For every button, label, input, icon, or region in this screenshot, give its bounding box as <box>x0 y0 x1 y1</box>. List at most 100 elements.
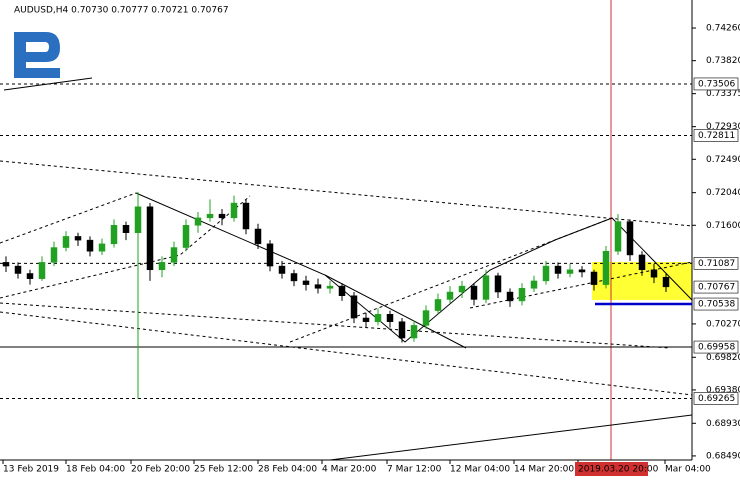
level-label-box <box>693 77 739 91</box>
candle-body <box>518 288 526 302</box>
trend-line <box>0 195 251 299</box>
candle-body <box>74 236 82 241</box>
candle-body <box>158 262 166 271</box>
x-tick-label: 13 Feb 2019 <box>3 465 59 475</box>
candle-body <box>542 265 550 282</box>
candle-body <box>362 317 370 322</box>
y-tick-label: 0.74260 <box>706 24 740 34</box>
candle-body <box>170 247 178 263</box>
candle-body <box>434 299 442 311</box>
candle-body <box>350 295 358 319</box>
candle-body <box>638 254 646 271</box>
logo <box>14 32 60 78</box>
candle-body <box>86 239 94 252</box>
trend-line <box>0 302 671 349</box>
level-label: 0.69265 <box>698 394 735 404</box>
candle-body <box>338 285 346 296</box>
candle-body <box>38 262 46 279</box>
level-label: 0.69958 <box>698 343 735 353</box>
candle-body <box>98 243 106 252</box>
level-label-box <box>693 257 739 270</box>
x-tick-label: 20 Feb 20:00 <box>131 465 190 475</box>
logo-bar <box>14 68 60 78</box>
candle-body <box>494 275 502 293</box>
candle-body <box>590 271 598 285</box>
trend-line <box>0 192 137 244</box>
candle-body <box>26 273 34 279</box>
x-label-box <box>575 462 648 476</box>
x-tick-label: 7 Mar 12:00 <box>387 465 442 475</box>
x-tick-label: Mar 04:00 <box>665 465 711 475</box>
candle-body <box>134 206 142 233</box>
candle-body <box>422 310 430 326</box>
candle-body <box>194 217 202 226</box>
y-tick-label: 0.72490 <box>706 155 740 165</box>
candle-body <box>50 247 58 263</box>
x-tick-label: 18 Feb 04:00 <box>66 465 125 475</box>
candle-body <box>326 285 334 289</box>
candle-body <box>506 291 514 302</box>
level-label-box <box>693 129 739 142</box>
candle-body <box>578 269 586 273</box>
candle-body <box>278 265 286 274</box>
y-tick-label: 0.73375 <box>706 89 740 99</box>
level-label: 0.70538 <box>698 300 735 310</box>
x-tick-label: 2019.03.20 20:00 <box>578 465 659 475</box>
price-label-box <box>693 280 739 294</box>
x-tick-label: 12 Mar 04:00 <box>450 465 510 475</box>
candle-body <box>242 202 250 230</box>
level-label: 0.72811 <box>698 131 735 141</box>
x-tick-label: 25 Feb 12:00 <box>194 465 253 475</box>
candle-body <box>314 284 322 289</box>
level-label: 0.71087 <box>698 259 735 269</box>
candle-body <box>266 243 274 267</box>
candle-body <box>302 280 310 285</box>
y-tick-label: 0.68490 <box>706 451 740 461</box>
candle-body <box>554 265 562 274</box>
candle-body <box>218 213 226 219</box>
trend-line <box>0 311 693 396</box>
candle-body <box>446 291 454 300</box>
candle-body <box>398 321 406 339</box>
candle-body <box>614 221 622 252</box>
candle-body <box>602 250 610 285</box>
trend-line <box>329 414 693 461</box>
candle-body <box>110 225 118 245</box>
current-price-label: 0.70767 <box>698 283 735 293</box>
candle-body <box>458 285 466 293</box>
candle-body <box>122 225 130 233</box>
candle-body <box>230 202 238 219</box>
level-label: 0.73506 <box>698 79 735 89</box>
level-label-box <box>693 392 739 405</box>
level-label-box <box>693 340 739 354</box>
y-tick-label: 0.71600 <box>706 221 740 231</box>
candle-body <box>62 236 70 248</box>
trend-line <box>0 160 693 227</box>
y-tick-label: 0.72930 <box>706 122 740 132</box>
trend-line <box>324 274 467 349</box>
candle-body <box>290 273 298 282</box>
candle-body <box>386 314 394 322</box>
candle-body <box>650 269 658 278</box>
x-tick-label: 28 Feb 04:00 <box>258 465 317 475</box>
candle-body <box>374 314 382 322</box>
x-tick-label: 4 Mar 20:00 <box>322 465 377 475</box>
y-tick-label: 0.69380 <box>706 385 740 395</box>
y-tick-label: 0.69820 <box>706 353 740 363</box>
candle-body <box>2 262 10 267</box>
candle-body <box>206 213 214 219</box>
candle-body <box>254 228 262 245</box>
y-tick-label: 0.72040 <box>706 188 740 198</box>
x-tick-label: 14 Mar 20:00 <box>514 465 574 475</box>
y-tick-label: 0.68930 <box>706 419 740 429</box>
y-tick-label: 0.73820 <box>706 56 740 66</box>
candle-body <box>566 269 574 274</box>
candle-body <box>662 276 670 288</box>
y-tick-label: 0.70270 <box>706 319 740 329</box>
candle-body <box>530 280 538 289</box>
candle-body <box>410 325 418 339</box>
candle-body <box>14 265 22 274</box>
header: AUDUSD,H4 0.70730 0.70777 0.70721 0.7076… <box>14 6 229 16</box>
wave-line <box>135 192 693 343</box>
